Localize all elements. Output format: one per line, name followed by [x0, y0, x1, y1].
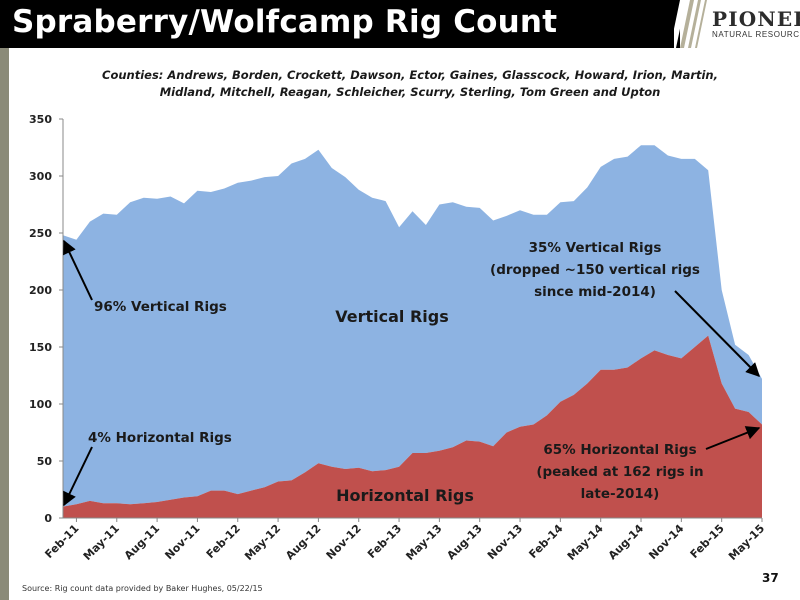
- vertical-area-label: Vertical Rigs: [335, 307, 449, 326]
- x-tick-label: May-15: [726, 522, 767, 563]
- page-title: Spraberry/Wolfcamp Rig Count: [12, 4, 558, 40]
- vertical-start-arrow: [63, 239, 93, 301]
- x-tick-label: Feb-12: [204, 522, 243, 561]
- y-tick-label: 200: [29, 284, 52, 297]
- series-area-vertical-rigs: [63, 145, 762, 507]
- horizontal-end-annotation-1: 65% Horizontal Rigs: [543, 442, 696, 458]
- title-bar: Spraberry/Wolfcamp Rig Count: [0, 0, 680, 48]
- vertical-end-annotation-3: since mid-2014): [534, 284, 656, 300]
- series-area-horizontal-rigs: [63, 335, 762, 518]
- x-tick-label: Aug-11: [122, 522, 162, 562]
- x-tick-label: Feb-14: [526, 522, 565, 561]
- x-tick-label: Nov-11: [162, 522, 202, 562]
- vertical-end-annotation-2: (dropped ~150 vertical rigs: [490, 262, 700, 278]
- left-accent-bar: [0, 0, 9, 600]
- logo-name: PIONEER: [712, 7, 800, 31]
- y-tick-label: 300: [29, 170, 52, 183]
- x-tick-label: Feb-15: [688, 522, 727, 561]
- logo-subtitle: NATURAL RESOURCES: [712, 30, 800, 39]
- horizontal-end-annotation-3: late-2014): [581, 486, 660, 502]
- x-tick-label: May-14: [565, 522, 606, 563]
- horizontal-end-arrow: [705, 426, 761, 450]
- x-tick-label: Nov-14: [646, 522, 686, 562]
- horizontal-area-label: Horizontal Rigs: [336, 486, 474, 505]
- x-tick-label: Aug-13: [444, 522, 484, 562]
- counties-line-2: Midland, Mitchell, Reagan, Schleicher, S…: [159, 85, 661, 99]
- horizontal-end-annotation-2: (peaked at 162 rigs in: [536, 464, 703, 480]
- x-tick-label: Feb-11: [42, 522, 81, 561]
- logo-stripes-icon: [674, 0, 707, 48]
- vertical-end-arrow: [674, 290, 760, 377]
- x-tick-label: Aug-14: [606, 522, 647, 563]
- source-note: Source: Rig count data provided by Baker…: [22, 584, 263, 593]
- y-tick-label: 50: [37, 455, 53, 468]
- page-number: 37: [762, 571, 779, 585]
- y-tick-label: 350: [29, 113, 52, 126]
- x-tick-label: May-12: [242, 522, 283, 563]
- x-tick-label: Nov-13: [485, 522, 525, 562]
- y-tick-label: 150: [29, 341, 52, 354]
- y-tick-label: 0: [44, 512, 52, 525]
- counties-line-1: Counties: Andrews, Borden, Crockett, Daw…: [102, 68, 718, 82]
- x-tick-label: May-11: [81, 522, 122, 563]
- counties-subtitle: Counties: Andrews, Borden, Crockett, Daw…: [60, 67, 760, 101]
- vertical-start-annotation: 96% Vertical Rigs: [94, 299, 227, 315]
- x-tick-label: Aug-12: [283, 522, 323, 562]
- horizontal-start-arrow: [63, 446, 93, 507]
- y-tick-label: 250: [29, 227, 52, 240]
- vertical-end-annotation-1: 35% Vertical Rigs: [529, 240, 662, 256]
- x-tick-label: Nov-12: [324, 522, 364, 562]
- x-tick-label: Feb-13: [365, 522, 404, 561]
- x-tick-label: May-13: [403, 522, 444, 563]
- horizontal-start-annotation: 4% Horizontal Rigs: [88, 430, 232, 446]
- y-tick-label: 100: [29, 398, 52, 411]
